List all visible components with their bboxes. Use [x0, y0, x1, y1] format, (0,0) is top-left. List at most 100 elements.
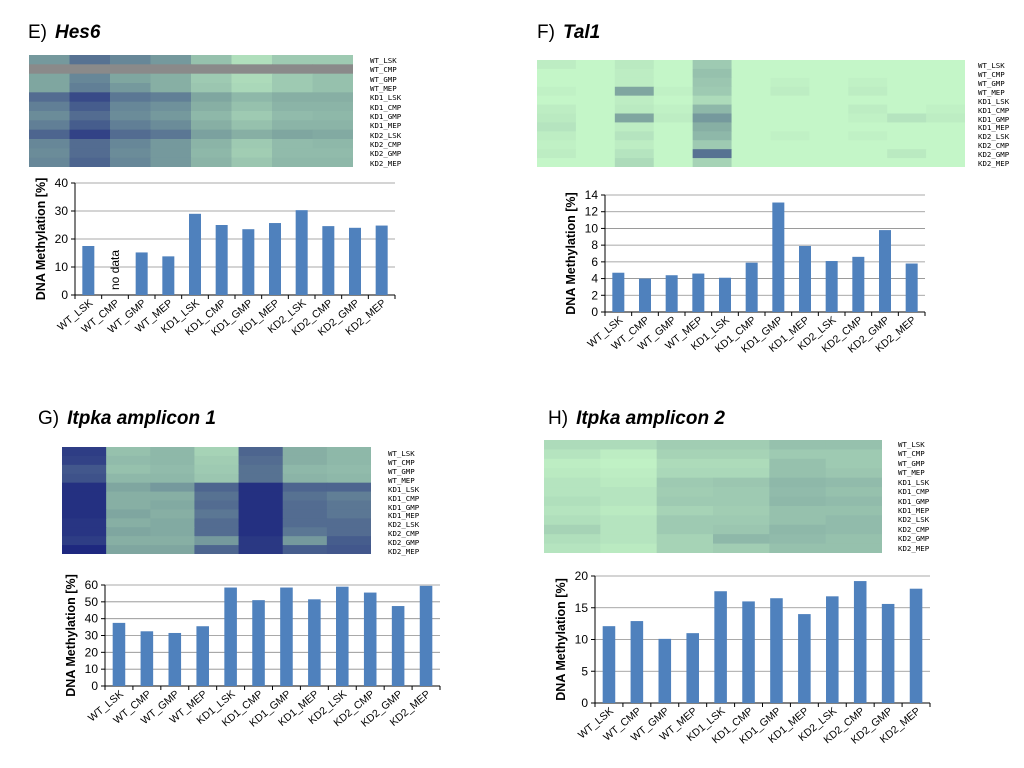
heatmap-cell [825, 468, 882, 479]
heatmap-cell [600, 458, 658, 469]
bar [719, 277, 731, 312]
heatmap-cell [62, 464, 107, 475]
heatmap-row-label: KD1_MEP [898, 505, 930, 515]
heatmap-cell [191, 139, 233, 149]
gene-name: Itpka amplicon 1 [67, 408, 216, 429]
heatmap-cell [731, 60, 772, 70]
heatmap-cell [62, 527, 107, 537]
heatmap-cell [600, 524, 658, 535]
heatmap-cell [600, 505, 658, 516]
heatmap-cell [848, 158, 888, 167]
heatmap-cell [614, 131, 655, 141]
heatmap-cell [653, 95, 694, 106]
heatmap-cell [731, 140, 772, 150]
heatmap-cell [692, 131, 733, 141]
heatmap-cell [537, 60, 577, 70]
heatmap-cell [231, 92, 273, 103]
bar [252, 600, 265, 686]
heatmap-cell [194, 455, 240, 466]
bar [168, 632, 182, 686]
heatmap-cell [544, 487, 601, 498]
heatmap-cell [770, 95, 810, 106]
heatmap-cell [713, 496, 770, 507]
heatmap-cell [191, 73, 233, 84]
heatmap-cell [110, 83, 152, 93]
heatmap-cell [544, 543, 601, 553]
bar [391, 606, 405, 686]
heatmap-cell [887, 95, 927, 106]
heatmap-row-label: KD1_LSK [370, 93, 402, 103]
heatmap-cell [575, 86, 616, 97]
heatmap-cell [848, 131, 888, 141]
heatmap-cell [282, 500, 328, 511]
heatmap-cell [106, 500, 151, 511]
heatmap-cell [809, 86, 849, 97]
heatmap-cell [887, 113, 927, 124]
heatmap-cell [656, 477, 714, 488]
heatmap-cell [692, 86, 733, 97]
heatmap-cell [770, 149, 810, 159]
heatmap-cell [326, 473, 371, 484]
heatmap-cell [191, 92, 233, 103]
y-axis-label: DNA Methylation [%] [564, 192, 578, 314]
heatmap-cell [62, 545, 107, 554]
heatmap-cell [150, 129, 192, 140]
heatmap-cell [692, 122, 733, 132]
heatmap-cell [150, 491, 196, 502]
heatmap-cell [809, 149, 849, 159]
heatmap-cell [231, 55, 273, 65]
heatmap-row-label: KD2_CMP [978, 141, 1010, 151]
heatmap-cell [848, 68, 888, 79]
heatmap-cell [191, 111, 233, 121]
heatmap-cell [926, 68, 965, 79]
heatmap-cell [150, 111, 192, 121]
heatmap-row-label: KD1_CMP [898, 487, 930, 497]
heatmap-cell [106, 509, 151, 519]
y-tick-label: 10 [85, 662, 99, 676]
bar [215, 225, 228, 295]
heatmap-cell [282, 464, 328, 475]
y-tick-label: 30 [55, 204, 69, 218]
heatmap-cell [769, 505, 827, 516]
panel-letter: G) [38, 408, 60, 429]
bar [639, 278, 651, 312]
heatmap-cell [926, 122, 965, 132]
heatmap-row-label: WT_GMP [978, 78, 1005, 88]
y-tick-label: 14 [585, 188, 599, 202]
heatmap-cell [770, 104, 810, 115]
heatmap-row-label: KD2_LSK [370, 130, 402, 140]
bar [826, 596, 839, 703]
heatmap-cell [29, 157, 71, 167]
heatmap-cell [69, 83, 111, 93]
heatmap-cell [653, 86, 694, 97]
y-axis-label: DNA Methylation [%] [64, 574, 78, 696]
heatmap-cell [191, 55, 233, 65]
panel-title: F) Tal1 [537, 22, 600, 44]
heatmap-cell [575, 113, 616, 124]
heatmap-cell [69, 101, 111, 112]
heatmap-cell [575, 77, 616, 88]
heatmap-cell [69, 92, 111, 103]
bar [162, 256, 175, 295]
bar-annotation: no data [108, 250, 122, 290]
heatmap-row-label: WT_CMP [978, 69, 1005, 79]
bar [770, 598, 783, 703]
heatmap-cell [731, 104, 772, 115]
methylation-heatmap [62, 447, 371, 554]
heatmap-cell [29, 139, 71, 149]
heatmap-cell [272, 157, 314, 167]
heatmap-cell [191, 148, 233, 159]
heatmap-cell [150, 92, 192, 103]
heatmap-row-label: KD1_LSK [978, 96, 1010, 106]
heatmap-cell [110, 139, 152, 149]
bar [879, 230, 891, 312]
heatmap-cell [653, 68, 694, 79]
heatmap-cell [656, 505, 714, 516]
heatmap-cell [656, 468, 714, 479]
heatmap-cell [194, 464, 240, 475]
heatmap-cell [600, 496, 658, 507]
heatmap-cell [272, 55, 314, 65]
heatmap-row-label: WT_CMP [388, 457, 415, 467]
heatmap-cell [656, 440, 714, 451]
heatmap-cell [231, 111, 273, 121]
